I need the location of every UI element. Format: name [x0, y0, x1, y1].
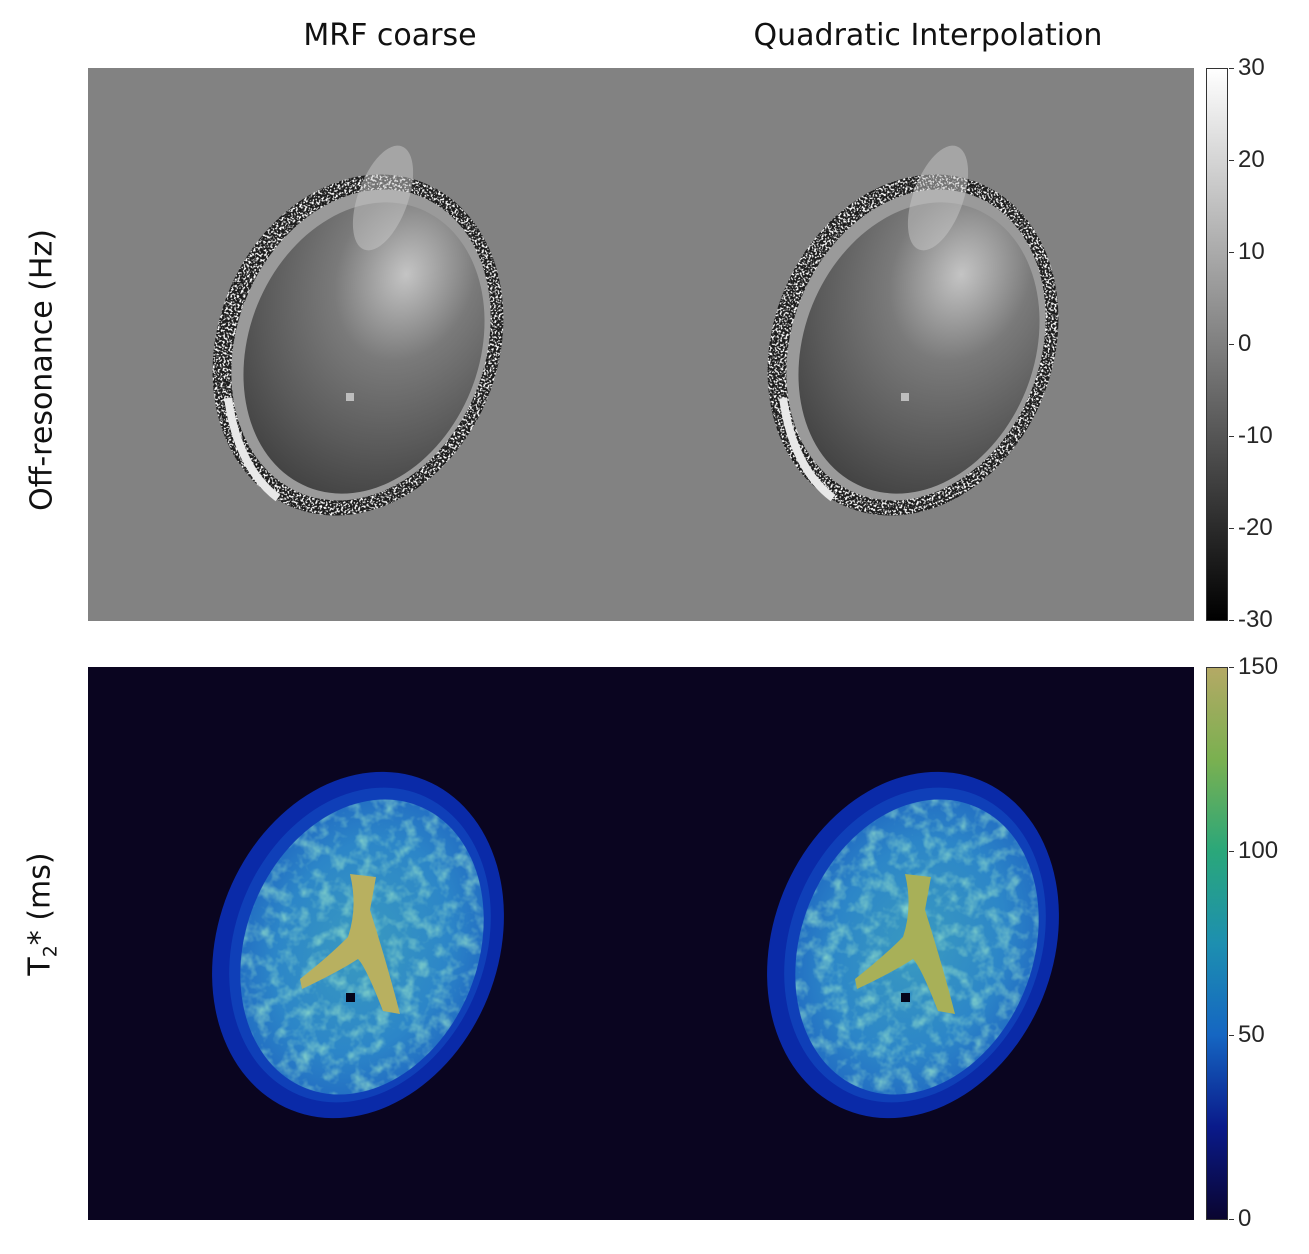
t2-star-colorbar-tick-mark [1229, 1219, 1234, 1220]
column-title-quadratic-interpolation: Quadratic Interpolation [753, 18, 1103, 53]
t2-star-colorbar-tick-label: 150 [1238, 653, 1279, 680]
off-resonance-image [88, 68, 1194, 621]
t2-star-colorbar-tick-label: 0 [1238, 1205, 1252, 1232]
off-resonance-colorbar-tick-mark [1229, 344, 1234, 345]
off-resonance-colorbar-tick-label: -30 [1238, 606, 1273, 633]
row-label-off-resonance: Off-resonance (Hz) [24, 229, 60, 511]
t2-star-colorbar-tick-mark [1229, 1035, 1234, 1036]
t2-star-colorbar-tick-mark [1229, 667, 1234, 668]
t2-star-colorbar-tick-label: 50 [1238, 1021, 1265, 1048]
row-label-t2-main: T [22, 957, 58, 976]
t2-star-image [88, 667, 1194, 1220]
t2-star-panel [88, 667, 1194, 1220]
off-resonance-colorbar-tick-label: 10 [1238, 238, 1265, 265]
off-resonance-colorbar-tick-mark [1229, 252, 1234, 253]
off-resonance-colorbar-tick-label: 30 [1238, 54, 1265, 81]
t2-star-colorbar [1206, 667, 1228, 1220]
off-resonance-colorbar-tick-mark [1229, 436, 1234, 437]
off-resonance-colorbar-tick-mark [1229, 528, 1234, 529]
t2-ventricle-left [300, 874, 400, 1014]
t2-ventricle-right [855, 874, 955, 1014]
off-resonance-brain-left [212, 145, 504, 516]
off-resonance-colorbar-tick-label: -20 [1238, 514, 1273, 541]
off-resonance-colorbar-tick-mark [1229, 620, 1234, 621]
t2-star-brain-right [767, 771, 1059, 1119]
t2-star-colorbar-tick-mark [1229, 851, 1234, 852]
off-resonance-panel [88, 68, 1194, 621]
row-label-t2-subscript: 2 [39, 945, 62, 958]
off-resonance-colorbar-tick-mark [1229, 160, 1234, 161]
off-resonance-colorbar-tick-label: -10 [1238, 422, 1273, 449]
off-resonance-colorbar-tick-mark [1229, 68, 1234, 69]
row-label-t2-rest: * (ms) [22, 852, 58, 946]
off-resonance-colorbar-tick-label: 0 [1238, 330, 1252, 357]
row-label-t2-star: T2* (ms) [23, 852, 62, 975]
off-resonance-brain-right [767, 145, 1059, 516]
column-title-mrf-coarse: MRF coarse [303, 18, 477, 53]
t2-star-brain-left [212, 771, 504, 1119]
off-resonance-colorbar [1206, 68, 1228, 621]
off-resonance-colorbar-tick-label: 20 [1238, 146, 1265, 173]
t2-star-colorbar-tick-label: 100 [1238, 837, 1279, 864]
